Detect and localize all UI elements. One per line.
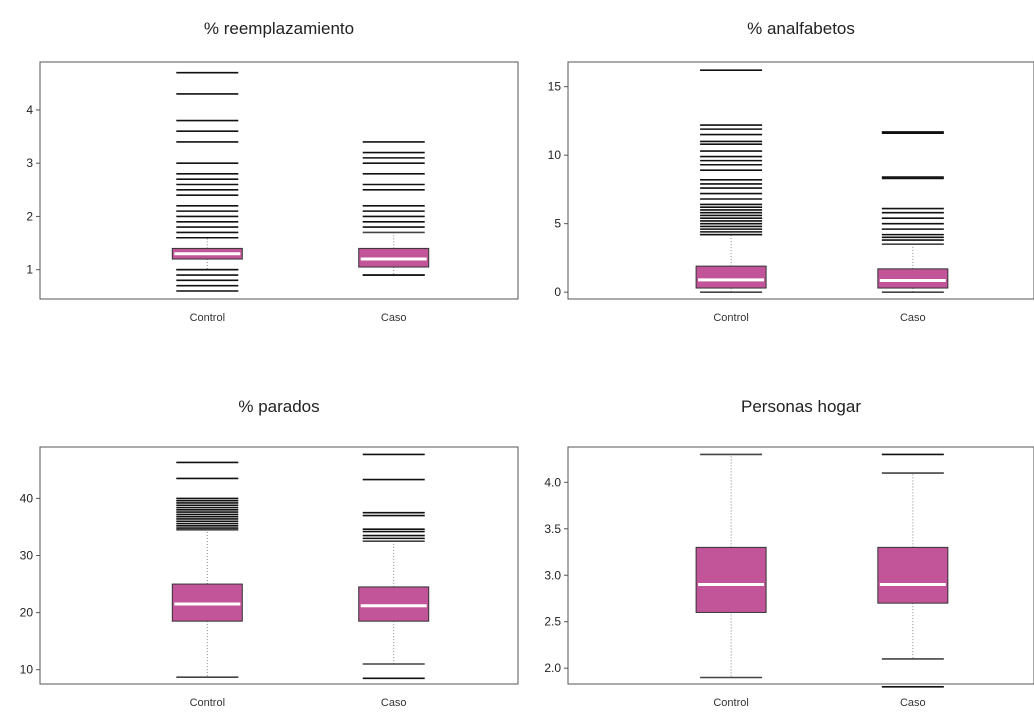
x-category-label: Control [713, 312, 748, 324]
box-control [171, 71, 243, 292]
chart-panel-3: % parados 10 20 30 40 Control Caso [20, 397, 519, 709]
y-tick-label: 15 [548, 80, 562, 94]
box-iqr [695, 546, 767, 613]
chart-title: % reemplazamiento [204, 19, 354, 38]
box-control [171, 461, 243, 678]
y-tick-label: 10 [548, 148, 562, 162]
box-iqr [877, 546, 949, 604]
y-tick-label: 3 [26, 156, 33, 170]
plot-frame [39, 61, 519, 300]
chart-title: % analfabetos [747, 19, 855, 38]
box-control [695, 453, 767, 679]
box-iqr [695, 265, 767, 289]
y-tick-label: 20 [20, 606, 34, 620]
x-category-label: Control [713, 697, 748, 709]
y-tick-label: 10 [20, 663, 34, 677]
box-caso [358, 453, 430, 680]
chart-panel-1: % reemplazamiento 1 2 3 4 Control Caso [26, 19, 519, 324]
x-category-label: Control [190, 697, 225, 709]
x-category-label: Caso [381, 697, 407, 709]
y-tick-label: 3.5 [544, 522, 561, 536]
x-category-label: Control [190, 312, 225, 324]
y-tick-label: 2.0 [544, 661, 561, 675]
box-iqr [877, 268, 949, 289]
chart-title: Personas hogar [741, 397, 861, 416]
chart-panel-2: % analfabetos 0 5 10 15 Control Caso [548, 19, 1034, 324]
y-tick-label: 5 [554, 217, 561, 231]
box-caso [358, 141, 430, 276]
plot-frame [567, 61, 1034, 300]
box-caso [877, 453, 949, 688]
y-tick-label: 0 [554, 285, 561, 299]
y-tick-label: 40 [20, 491, 34, 505]
x-category-label: Caso [900, 312, 926, 324]
plot-frame [567, 446, 1034, 685]
x-category-label: Caso [900, 697, 926, 709]
plot-frame [39, 446, 519, 685]
chart-title: % parados [238, 397, 319, 416]
y-tick-label: 3.0 [544, 568, 561, 582]
box-control [695, 69, 767, 293]
y-tick-label: 2.5 [544, 615, 561, 629]
y-tick-label: 30 [20, 549, 34, 563]
y-tick-label: 1 [26, 263, 33, 277]
y-tick-label: 4.0 [544, 475, 561, 489]
chart-panel-4: Personas hogar 2.0 2.5 3.0 3.5 4.0 Control Caso [544, 397, 1034, 709]
box-iqr [358, 586, 430, 622]
y-tick-label: 2 [26, 209, 33, 223]
x-category-label: Caso [381, 312, 407, 324]
box-caso [877, 131, 949, 293]
y-tick-label: 4 [26, 103, 33, 117]
